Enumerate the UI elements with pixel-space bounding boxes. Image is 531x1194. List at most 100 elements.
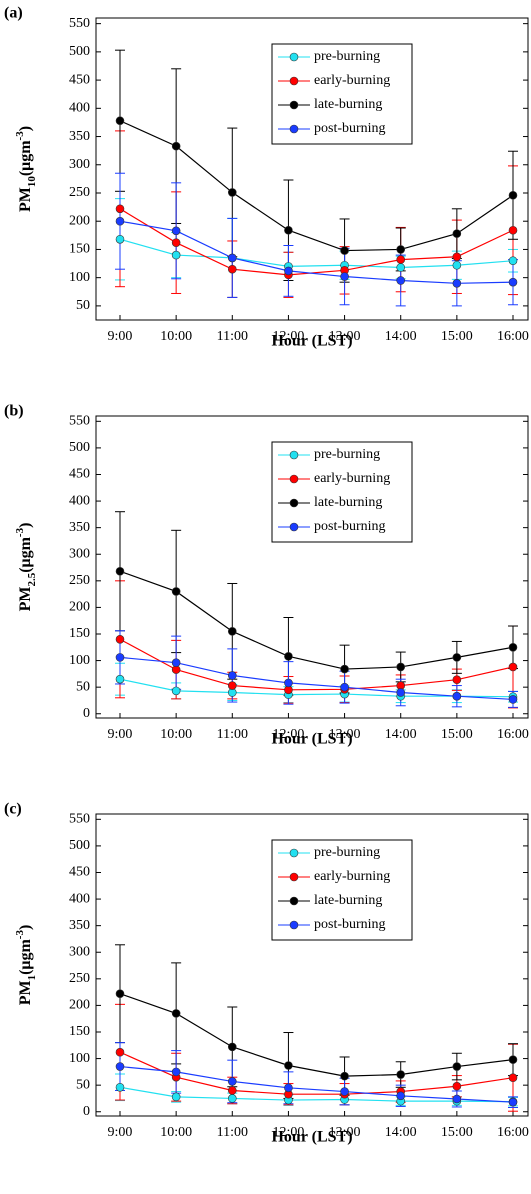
data-point (171, 141, 181, 151)
legend-label: post-burning (314, 519, 386, 534)
x-tick-label: 14:00 (385, 727, 417, 742)
data-point (115, 234, 125, 244)
data-point (340, 272, 349, 281)
legend-label: early-burning (314, 869, 390, 884)
series-line (119, 238, 514, 269)
x-axis-title: Hour (LST) (271, 333, 352, 350)
legend-marker (289, 920, 299, 930)
x-tick-label: 11:00 (217, 727, 248, 742)
data-point (227, 671, 237, 680)
data-point (284, 652, 293, 661)
legend-label: late-burning (314, 495, 382, 510)
data-point (508, 1073, 518, 1083)
legend-label: pre-burning (314, 845, 380, 860)
legend-label: post-burning (314, 917, 386, 932)
data-point (396, 263, 406, 272)
series-line (119, 208, 514, 276)
data-point (227, 253, 237, 263)
legend-marker (289, 522, 299, 532)
y-tick-label: 300 (69, 157, 90, 172)
plot-frame (95, 415, 529, 719)
series-line (119, 120, 514, 252)
y-axis-title-part: 10 (26, 176, 38, 188)
data-point (115, 1047, 125, 1057)
y-tick-label: 350 (69, 129, 90, 144)
y-tick-label: 550 (69, 812, 90, 827)
x-tick-label: 15:00 (441, 727, 473, 742)
data-point (227, 1042, 237, 1052)
data-point (396, 1070, 406, 1079)
y-axis-title-part: (μgm (17, 140, 34, 176)
x-tick-label: 14:00 (385, 329, 417, 344)
data-point (396, 255, 406, 264)
data-point (452, 279, 462, 288)
data-point (115, 653, 125, 662)
legend-label: post-burning (314, 121, 386, 136)
data-point (452, 260, 462, 270)
y-tick-label: 450 (69, 865, 90, 880)
y-tick-label: 100 (69, 653, 90, 668)
data-point (452, 252, 462, 262)
panel: (c) PM1(μgm-3) 0 50 100 150 200 250 300 350 400 450… (4, 801, 529, 1146)
y-tick-label: 0 (83, 1104, 90, 1119)
data-point (508, 662, 518, 672)
panel-label: (c) (4, 801, 22, 818)
data-point (115, 566, 125, 576)
y-tick-label: 250 (69, 971, 90, 986)
series-line (119, 220, 514, 284)
y-tick-label: 300 (69, 546, 90, 561)
x-tick-label: 15:00 (441, 1125, 473, 1140)
legend-marker (289, 124, 299, 134)
legend-label: early-burning (314, 471, 390, 486)
data-point (396, 276, 406, 285)
series-line (119, 1051, 514, 1095)
x-tick-label: 13:00 (329, 1125, 361, 1140)
y-axis-title-part: 1 (26, 975, 38, 981)
data-point (340, 246, 349, 255)
y-tick-label: 50 (76, 679, 90, 694)
data-point (396, 688, 406, 697)
data-point (340, 1071, 349, 1081)
data-point (115, 674, 125, 684)
data-point (340, 664, 349, 674)
data-point (227, 188, 237, 197)
data-point (115, 116, 125, 126)
data-point (171, 226, 181, 236)
data-point (227, 1094, 237, 1103)
y-tick-label: 150 (69, 242, 90, 257)
data-point (227, 1086, 237, 1095)
y-tick-label: 100 (69, 1051, 90, 1066)
x-tick-label: 14:00 (385, 1125, 417, 1140)
data-point (115, 989, 125, 999)
legend-label: pre-burning (314, 447, 380, 462)
series-line (119, 638, 514, 691)
data-point (171, 1092, 181, 1102)
data-point (284, 1083, 293, 1093)
y-tick-label: 350 (69, 520, 90, 535)
y-tick-label: 0 (83, 706, 90, 721)
data-point (284, 266, 293, 276)
data-point (508, 256, 518, 266)
data-point (508, 642, 518, 652)
data-point (227, 627, 237, 636)
x-tick-label: 9:00 (108, 1125, 133, 1140)
x-tick-label: 16:00 (497, 727, 529, 742)
panel: (b) PM2.5(μgm-3) 0 50 100 150 200 250 300 350 400 4… (4, 403, 529, 748)
y-axis-title-part: -3 (14, 930, 26, 940)
series-line (119, 678, 514, 698)
x-tick-label: 11:00 (217, 329, 248, 344)
y-tick-label: 250 (69, 185, 90, 200)
legend-marker (289, 896, 299, 906)
data-point (171, 1067, 181, 1077)
data-point (171, 1009, 181, 1018)
y-tick-label: 550 (69, 16, 90, 31)
plot-frame (95, 17, 529, 321)
x-tick-label: 10:00 (160, 1125, 192, 1140)
data-point (396, 662, 406, 672)
data-point (284, 678, 293, 688)
data-point (340, 1087, 349, 1096)
y-axis-title-part: (μgm (17, 939, 34, 975)
series-line (119, 1065, 514, 1103)
x-axis-title: Hour (LST) (271, 1129, 352, 1146)
